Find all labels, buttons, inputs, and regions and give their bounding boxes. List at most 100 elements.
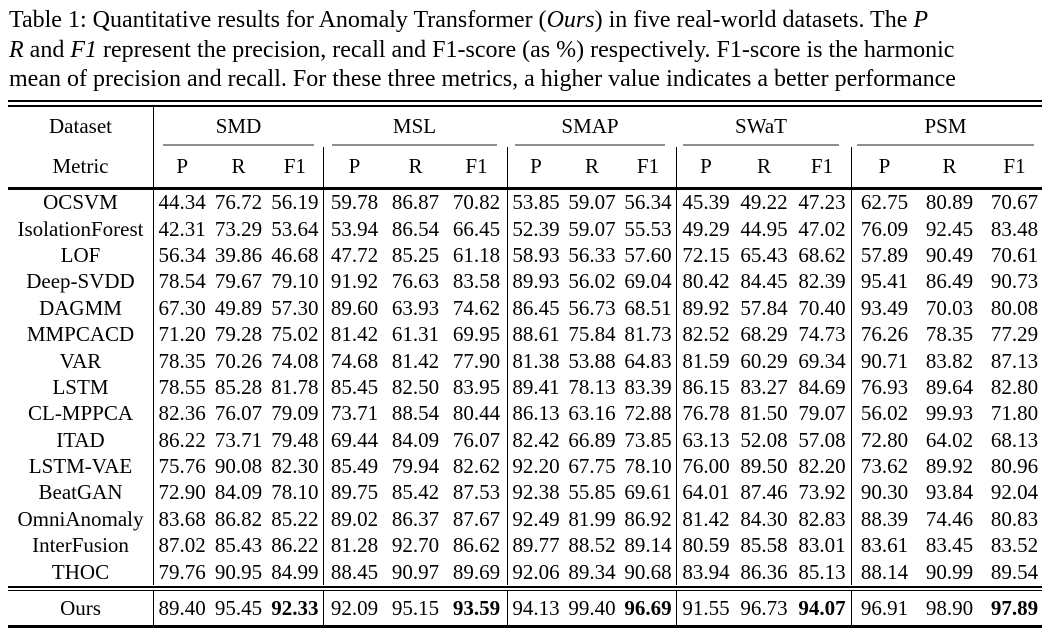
value-p: 92.09 — [330, 595, 379, 620]
value-r: 73.29 — [214, 216, 263, 241]
value-group-smd: 44.34 76.72 56.19 — [153, 189, 323, 216]
value-r: 87.46 — [740, 480, 788, 505]
value-group-smap: 82.42 66.89 73.85 — [507, 427, 676, 454]
header-dataset-label: Dataset — [49, 114, 112, 138]
value-f1: 69.95 — [452, 322, 501, 347]
value-group-smd: 71.20 79.28 75.02 — [153, 321, 323, 348]
value-p: 76.26 — [860, 322, 909, 347]
value-p: 87.02 — [158, 533, 206, 558]
value-f1: 76.07 — [452, 427, 501, 452]
value-r: 75.84 — [568, 322, 616, 347]
value-p: 72.80 — [860, 427, 909, 452]
table-row: InterFusion 87.02 85.43 86.22 81.28 92.70 86.6… — [8, 532, 1042, 559]
row-label: THOC — [51, 559, 110, 584]
value-group-psm: 88.39 74.46 80.83 — [851, 506, 1042, 533]
row-label: Ours — [60, 595, 101, 620]
value-r: 56.73 — [568, 295, 616, 320]
table-row: IsolationForest 42.31 73.29 53.64 53.94 86.54… — [8, 215, 1042, 243]
value-p: 81.28 — [330, 533, 379, 558]
value-p: 78.55 — [158, 374, 206, 399]
value-f1: 74.73 — [798, 322, 846, 347]
value-f1: 82.30 — [271, 454, 319, 479]
value-group-smap: 92.06 89.34 90.68 — [507, 558, 676, 586]
value-group-swat: 89.92 57.84 70.40 — [676, 295, 851, 322]
value-p: 82.36 — [158, 401, 206, 426]
value-p: 76.78 — [682, 401, 730, 426]
value-group-psm: 95.41 86.49 90.73 — [851, 268, 1042, 296]
value-group-smap: 86.45 56.73 68.51 — [507, 295, 676, 322]
value-group-smd: 78.54 79.67 79.10 — [153, 268, 323, 296]
value-r: 74.46 — [925, 506, 974, 531]
value-r: 61.31 — [391, 322, 440, 347]
header-group-label: SMAP — [561, 114, 619, 138]
value-group-psm: 76.93 89.64 82.80 — [851, 374, 1042, 401]
header-row-metrics: Metric P R F1 P R F1 P R F1 P R F1 P R F1 — [8, 146, 1042, 187]
top-rule-thick — [8, 104, 1042, 107]
value-r: 70.26 — [214, 348, 263, 373]
value-p: 89.93 — [512, 269, 560, 294]
value-group-swat: 81.59 60.29 69.34 — [676, 347, 851, 375]
value-r: 44.95 — [740, 216, 788, 241]
table-row: Deep-SVDD 78.54 79.67 79.10 91.92 76.63 83.58 8… — [8, 268, 1042, 296]
value-group-swat: 72.15 65.43 68.62 — [676, 242, 851, 269]
value-p: 56.34 — [158, 242, 206, 267]
value-p: 69.44 — [330, 427, 379, 452]
value-f1: 92.33 — [271, 595, 319, 620]
value-group-smd: 82.36 76.07 79.09 — [153, 400, 323, 428]
cmidrule-smap — [515, 143, 665, 146]
value-group-psm: 90.30 93.84 92.04 — [851, 479, 1042, 507]
value-f1: 69.04 — [624, 269, 672, 294]
value-group-smd: 87.02 85.43 86.22 — [153, 532, 323, 559]
value-r: 73.71 — [214, 427, 263, 452]
value-p: 81.59 — [682, 348, 730, 373]
value-r: 90.49 — [925, 242, 974, 267]
value-f1: 70.82 — [452, 190, 501, 215]
metric-header-f1: F1 — [636, 154, 660, 178]
value-p: 83.94 — [682, 559, 730, 584]
value-group-msl: 91.92 76.63 83.58 — [323, 268, 507, 296]
value-group-msl: 89.02 86.37 87.67 — [323, 506, 507, 533]
value-r: 49.89 — [214, 295, 263, 320]
row-label: InterFusion — [32, 533, 129, 558]
value-p: 83.68 — [158, 506, 206, 531]
header-group-psm: PSM — [848, 107, 1042, 147]
table-row-ours: Ours 89.40 95.45 92.33 92.09 95.15 93.59 94.13 9… — [8, 591, 1042, 626]
value-f1: 69.61 — [624, 480, 672, 505]
header-group-label: PSM — [924, 114, 967, 138]
value-group-swat: 82.52 68.29 74.73 — [676, 321, 851, 348]
value-group-smap: 52.39 59.07 55.53 — [507, 215, 676, 243]
value-r: 89.34 — [568, 559, 616, 584]
value-group-psm: 96.91 98.90 97.89 — [851, 591, 1042, 626]
cmidrule-swat — [683, 143, 839, 146]
cmidrule-psm — [857, 143, 1034, 146]
value-f1: 87.13 — [990, 348, 1039, 373]
value-p: 95.41 — [860, 269, 909, 294]
value-f1: 89.69 — [452, 559, 501, 584]
value-r: 56.33 — [568, 242, 616, 267]
value-p: 81.42 — [682, 506, 730, 531]
value-f1: 68.51 — [624, 295, 672, 320]
metric-header-p: P — [176, 154, 188, 178]
caption-line-3: mean of precision and recall. For these … — [9, 65, 1042, 95]
value-f1: 80.44 — [452, 401, 501, 426]
value-group-swat: 76.78 81.50 79.07 — [676, 400, 851, 428]
header-group-smap: SMAP — [506, 107, 674, 147]
value-group-smap: 81.38 53.88 64.83 — [507, 347, 676, 375]
value-p: 53.85 — [512, 190, 560, 215]
value-r: 55.85 — [568, 480, 616, 505]
header-metric-label: Metric — [52, 154, 109, 178]
value-group-smap: 53.85 59.07 56.34 — [507, 189, 676, 216]
value-r: 85.58 — [740, 533, 788, 558]
value-r: 57.84 — [740, 295, 788, 320]
value-f1: 84.69 — [798, 374, 846, 399]
value-p: 63.13 — [682, 427, 730, 452]
value-f1: 57.30 — [271, 295, 319, 320]
value-p: 79.76 — [158, 559, 206, 584]
value-r: 85.43 — [214, 533, 263, 558]
metric-group-swat: P R F1 — [676, 146, 851, 187]
value-group-msl: 88.45 90.97 89.69 — [323, 558, 507, 586]
metric-header-f1: F1 — [283, 154, 306, 178]
value-p: 92.20 — [512, 454, 560, 479]
metric-header-f1: F1 — [810, 154, 834, 178]
value-group-psm: 72.80 64.02 68.13 — [851, 427, 1042, 454]
